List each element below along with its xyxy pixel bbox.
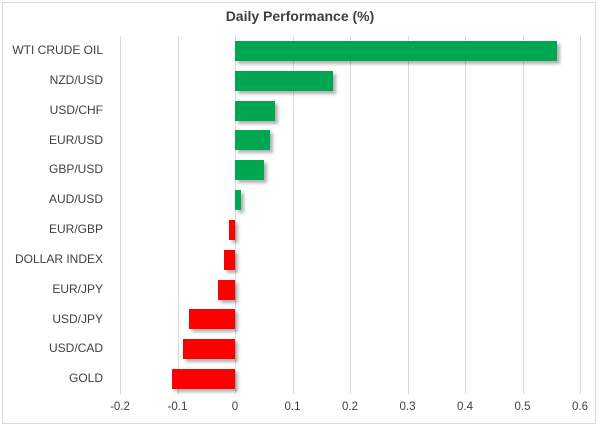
bar-usd-chf: [235, 100, 276, 121]
bar-usd-jpy: [189, 309, 235, 330]
category-label: AUD/USD: [48, 192, 103, 207]
x-tick-label: 0.3: [399, 401, 416, 413]
gridline: [465, 36, 466, 394]
category-label: WTI CRUDE OIL: [12, 43, 103, 57]
x-tick-label: -0.1: [167, 401, 188, 413]
category-label: USD/CAD: [48, 341, 103, 356]
gridline: [350, 36, 351, 394]
category-label: USD/CHF: [49, 102, 103, 117]
category-label: DOLLAR INDEX: [14, 251, 103, 266]
bar-eur-jpy: [217, 279, 236, 300]
bar-nzd-usd: [235, 70, 333, 91]
category-label: GBP/USD: [48, 162, 103, 177]
x-tick-label: 0.4: [457, 401, 473, 413]
x-tick-label: -0.2: [110, 401, 130, 413]
x-tick-label: 0.2: [342, 401, 358, 413]
x-tick-label: 0.6: [572, 401, 588, 413]
category-label: NZD/USD: [49, 72, 103, 87]
x-tick-label: 0.1: [284, 401, 301, 413]
category-label: USD/JPY: [52, 311, 103, 326]
chart-title: Daily Performance (%): [225, 8, 375, 24]
bar-dollar-index: [223, 249, 235, 270]
bar-usd-cad: [183, 339, 236, 360]
category-label: EUR/USD: [48, 132, 103, 147]
gridline: [580, 36, 581, 394]
category-label: GOLD: [68, 371, 103, 386]
gridline: [120, 36, 121, 394]
bar-gbp-usd: [235, 160, 264, 181]
gridline: [522, 36, 524, 394]
x-tick-label: 0.5: [514, 401, 531, 413]
x-tick-label: 0: [231, 401, 239, 413]
gridline: [177, 36, 179, 394]
bar-aud-usd: [235, 190, 241, 211]
category-label: EUR/JPY: [52, 281, 103, 296]
bar-wti-crude-oil: [235, 40, 557, 61]
category-label: EUR/GBP: [48, 222, 103, 236]
gridline: [292, 36, 294, 394]
bar-gold: [171, 369, 236, 390]
bar-eur-usd: [235, 130, 270, 151]
gridline: [407, 36, 409, 394]
zero-axis-line: [235, 36, 236, 394]
bar-eur-gbp: [229, 219, 236, 240]
